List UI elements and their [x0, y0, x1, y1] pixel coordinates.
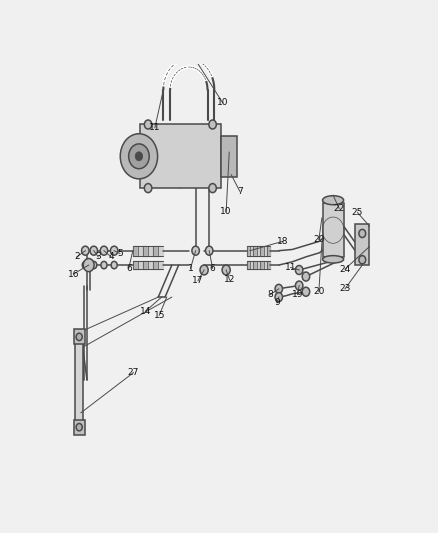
- Circle shape: [359, 256, 366, 264]
- Bar: [322, 204, 344, 257]
- Circle shape: [295, 265, 303, 274]
- Text: 23: 23: [339, 285, 351, 293]
- Bar: [74, 420, 85, 434]
- Text: 20: 20: [313, 287, 325, 296]
- Text: 11: 11: [285, 263, 297, 272]
- Text: 4: 4: [108, 252, 114, 261]
- Text: 15: 15: [154, 311, 165, 320]
- Circle shape: [209, 120, 216, 129]
- Text: 24: 24: [339, 265, 350, 273]
- Circle shape: [302, 272, 310, 281]
- Text: 18: 18: [277, 237, 289, 246]
- Circle shape: [81, 246, 89, 255]
- Circle shape: [145, 120, 152, 129]
- Circle shape: [200, 265, 208, 275]
- Circle shape: [275, 284, 283, 293]
- Circle shape: [295, 281, 303, 290]
- Text: 17: 17: [192, 276, 204, 285]
- Circle shape: [110, 246, 118, 255]
- Circle shape: [100, 246, 108, 255]
- Circle shape: [76, 424, 82, 431]
- Text: 5: 5: [117, 249, 123, 258]
- Circle shape: [76, 333, 82, 341]
- Text: 11: 11: [149, 123, 161, 132]
- Bar: [355, 224, 369, 265]
- Text: 19: 19: [292, 290, 303, 299]
- Text: 25: 25: [352, 208, 363, 217]
- Circle shape: [275, 293, 283, 302]
- Bar: [74, 329, 85, 344]
- Circle shape: [192, 246, 199, 255]
- Text: 14: 14: [140, 306, 152, 316]
- Text: 12: 12: [224, 276, 235, 284]
- Text: 3: 3: [95, 252, 101, 261]
- Circle shape: [222, 265, 230, 275]
- Text: 6: 6: [126, 264, 132, 273]
- Circle shape: [135, 152, 143, 161]
- Text: 10: 10: [217, 99, 229, 108]
- Text: 7: 7: [237, 187, 243, 196]
- Circle shape: [205, 246, 213, 255]
- Circle shape: [90, 246, 98, 255]
- Text: 6: 6: [210, 264, 215, 273]
- Text: 20: 20: [313, 235, 325, 244]
- Text: 16: 16: [67, 270, 79, 279]
- Circle shape: [91, 261, 97, 269]
- Text: 1: 1: [187, 264, 194, 273]
- Circle shape: [111, 261, 117, 269]
- Text: 27: 27: [128, 368, 139, 377]
- Circle shape: [120, 134, 158, 179]
- Circle shape: [82, 261, 88, 269]
- Circle shape: [302, 287, 310, 296]
- Bar: [221, 136, 237, 177]
- Circle shape: [101, 261, 107, 269]
- Circle shape: [183, 45, 191, 56]
- Text: 2: 2: [74, 252, 80, 261]
- Circle shape: [129, 144, 149, 169]
- Text: 9: 9: [274, 298, 280, 308]
- Circle shape: [83, 259, 94, 272]
- Bar: [75, 330, 83, 433]
- Ellipse shape: [322, 256, 344, 263]
- Bar: [140, 125, 221, 188]
- Circle shape: [209, 183, 216, 192]
- Ellipse shape: [322, 196, 344, 205]
- Circle shape: [145, 183, 152, 192]
- Text: 10: 10: [220, 207, 232, 216]
- Circle shape: [359, 229, 366, 238]
- Text: 8: 8: [268, 290, 273, 299]
- Text: 22: 22: [334, 204, 345, 213]
